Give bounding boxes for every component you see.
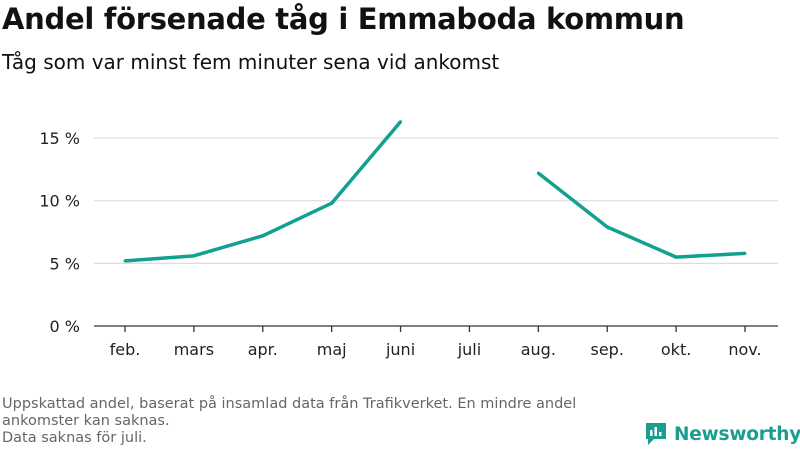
data-point xyxy=(536,171,540,175)
chart-subtitle: Tåg som var minst fem minuter sena vid a… xyxy=(2,50,500,74)
footnote: Uppskattad andel, baserat på insamlad da… xyxy=(2,396,642,447)
x-tick-label: aug. xyxy=(521,340,556,359)
footnote-line-1: Uppskattad andel, baserat på insamlad da… xyxy=(2,396,577,429)
newsworthy-logo-icon xyxy=(646,423,666,445)
x-tick-label: nov. xyxy=(728,340,761,359)
data-point xyxy=(674,255,678,259)
line-chart: 0 % 5 % 10 % 15 % feb. mars apr. maj juni juli aug… xyxy=(39,120,778,359)
data-point xyxy=(330,201,334,205)
x-tick-label: maj xyxy=(317,340,347,359)
x-tick-label: juni xyxy=(385,340,415,359)
data-point xyxy=(192,254,196,258)
brand-name: Newsworthy xyxy=(674,423,800,445)
data-point xyxy=(605,225,609,229)
chart-title: Andel försenade tåg i Emmaboda kommun xyxy=(2,2,685,36)
y-tick-label: 10 % xyxy=(39,192,80,211)
x-tick-label: okt. xyxy=(661,340,691,359)
data-point xyxy=(743,251,747,255)
series-line xyxy=(124,120,402,263)
data-point xyxy=(123,259,127,263)
y-tick-label: 0 % xyxy=(50,317,80,336)
data-point xyxy=(399,120,403,124)
x-tick-label: juli xyxy=(457,340,481,359)
series-line xyxy=(537,171,746,259)
data-point xyxy=(261,234,265,238)
y-tick-label: 15 % xyxy=(39,129,80,148)
x-tick-label: sep. xyxy=(591,340,624,359)
y-tick-label: 5 % xyxy=(50,254,80,273)
brand: Newsworthy xyxy=(644,420,800,448)
x-tick-label: mars xyxy=(174,340,214,359)
x-tick-label: apr. xyxy=(248,340,278,359)
footnote-line-2: Data saknas för juli. xyxy=(2,430,147,446)
x-tick-label: feb. xyxy=(110,340,141,359)
